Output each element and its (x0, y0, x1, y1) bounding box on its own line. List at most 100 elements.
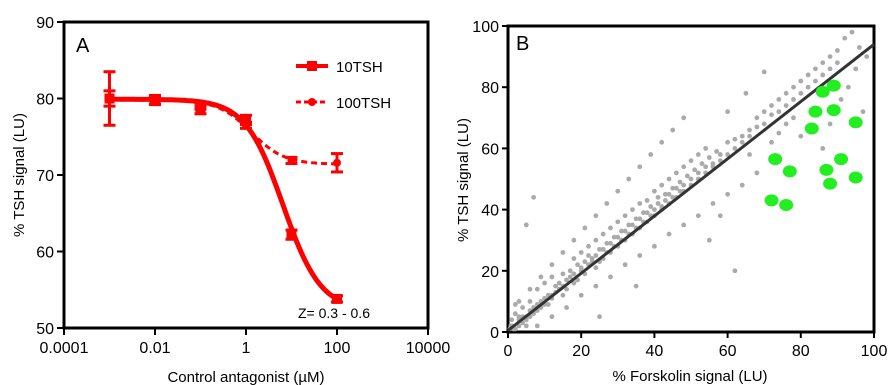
panel-a-z-annotation: Z= 0.3 - 0.6 (298, 305, 370, 321)
scatter-point-gray (776, 109, 782, 115)
scatter-point-gray (608, 274, 613, 280)
scatter-point-gray (527, 286, 533, 292)
panel-a-series (103, 70, 343, 304)
scatter-point-gray (549, 314, 555, 320)
panel-a-x-axis: 0.0001 0.01 1 100 10000 (40, 328, 450, 357)
scatter-point-gray (666, 176, 672, 182)
scatter-point-gray (633, 283, 639, 289)
data-point-10tsh (332, 293, 342, 304)
scatter-point-gray (776, 130, 782, 136)
chart-panel-a: A 0.0001 0.01 1 100 10000 50 60 70 80 90 Control… (11, 15, 450, 385)
scatter-point-gray (575, 262, 580, 268)
scatter-point-gray (714, 149, 720, 154)
scatter-point-gray (769, 103, 774, 108)
scatter-point-gray (622, 228, 628, 234)
scatter-point-gray (699, 161, 705, 167)
legend-100tsh-marker (308, 98, 316, 106)
panel-b-x-tick-label: 100 (861, 343, 888, 360)
data-point-100tsh (151, 96, 159, 105)
scatter-point-gray (677, 179, 683, 185)
scatter-point-gray (626, 176, 632, 182)
scatter-point-gray (747, 152, 752, 157)
scatter-point-gray (842, 35, 848, 41)
scatter-point-gray (593, 253, 599, 258)
scatter-point-gray (542, 280, 547, 286)
scatter-point-gray (732, 136, 738, 142)
scatter-point-gray (845, 84, 851, 90)
scatter-point-gray (593, 213, 599, 219)
scatter-point-gray (856, 45, 862, 50)
panel-b-y-tick-label: 0 (490, 325, 499, 342)
scatter-point-gray (534, 286, 540, 292)
scatter-point-green (826, 104, 841, 117)
scatter-point-gray (637, 164, 643, 170)
scatter-point-gray (805, 84, 811, 90)
panel-a-x-axis-title: Control antagonist (µM) (167, 369, 324, 385)
scatter-point-gray (655, 194, 661, 200)
scatter-point-gray (673, 170, 679, 176)
scatter-point-gray (820, 60, 826, 66)
scatter-point-green (819, 163, 834, 176)
scatter-point-gray (827, 121, 833, 127)
panel-b-y-tick-label: 20 (481, 264, 499, 281)
scatter-point-green (808, 105, 823, 118)
scatter-point-gray (597, 314, 602, 320)
scatter-point-gray (739, 133, 745, 139)
scatter-point-gray (835, 60, 840, 66)
panel-b-x-tick-label: 20 (572, 343, 590, 360)
panel-a-y-axis-title: % TSH signal (LU) (11, 113, 28, 237)
scatter-point-gray (564, 277, 569, 283)
scatter-point-gray (769, 112, 774, 118)
scatter-point-gray (641, 210, 646, 216)
scatter-point-gray (706, 237, 712, 243)
scatter-point-gray (600, 231, 606, 237)
scatter-point-gray (754, 115, 760, 121)
legend-10tsh-label: 10TSH (336, 59, 383, 76)
scatter-point-green (768, 153, 783, 166)
chart-panel-b: B 0 20 40 60 80 100 0 20 40 60 80 100 % Forskolin … (455, 19, 887, 385)
scatter-point-gray (666, 191, 672, 197)
scatter-point-gray (564, 286, 569, 292)
scatter-point-gray (798, 78, 804, 84)
panel-b-frame (506, 24, 876, 334)
scatter-point-gray (608, 240, 613, 246)
scatter-point-gray (615, 188, 621, 194)
scatter-point-gray (604, 201, 610, 206)
panel-b-y-tick-label: 40 (481, 203, 499, 220)
panel-a-y-tick-label: 70 (36, 168, 54, 185)
data-point-10tsh (286, 229, 297, 240)
scatter-point-gray (604, 240, 610, 246)
scatter-point-gray (615, 234, 621, 240)
scatter-point-gray (560, 250, 566, 255)
scatter-point-green (764, 194, 779, 207)
panel-a-x-tick-label: 100 (324, 340, 351, 357)
panel-b-y-axis-title: % TSH signal (LU) (455, 118, 472, 242)
scatter-point-gray (805, 72, 811, 78)
scatter-point-gray (798, 133, 804, 139)
scatter-point-gray (600, 246, 606, 252)
scatter-point-gray (516, 314, 522, 320)
scatter-point-gray (586, 253, 591, 258)
scatter-point-green (815, 85, 830, 98)
scatter-point-gray (681, 182, 687, 188)
scatter-point-gray (571, 237, 577, 243)
scatter-point-gray (619, 228, 624, 234)
scatter-point-gray (684, 173, 690, 179)
scatter-point-gray (783, 103, 789, 108)
scatter-point-gray (725, 139, 730, 145)
scatter-point-gray (509, 317, 515, 323)
scatter-point-gray (864, 54, 870, 59)
scatter-point-gray (732, 268, 738, 274)
scatter-point-green (823, 177, 838, 190)
scatter-point-gray (695, 152, 701, 157)
scatter-point-gray (754, 124, 760, 130)
scatter-point-gray (681, 222, 687, 228)
panel-a-letter: A (76, 35, 90, 57)
scatter-point-gray (710, 161, 716, 167)
scatter-point-gray (717, 152, 723, 157)
scatter-point-gray (820, 146, 826, 151)
scatter-point-gray (710, 201, 716, 206)
panel-a-x-tick-label: 1 (242, 340, 251, 357)
panel-b-y-tick-label: 100 (472, 19, 499, 36)
scatter-point-gray (659, 182, 665, 188)
